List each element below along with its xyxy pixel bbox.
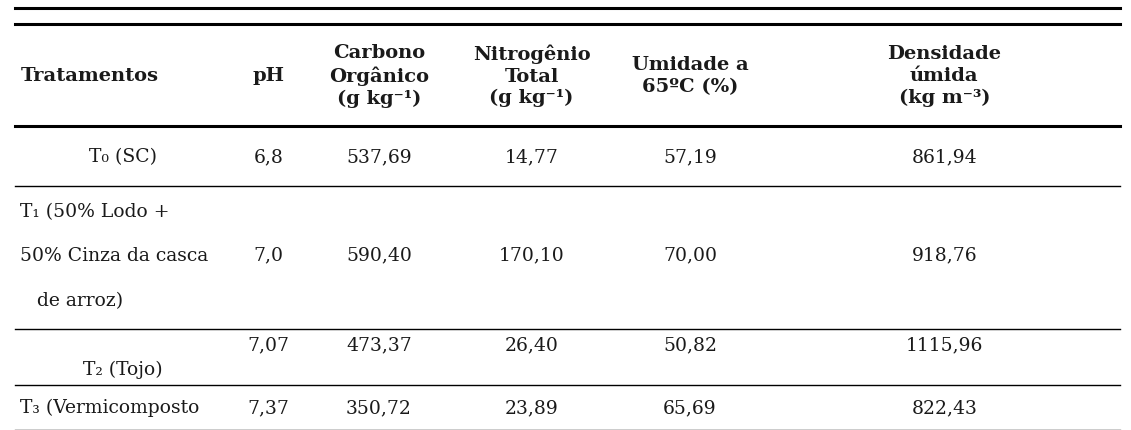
Text: 70,00: 70,00 bbox=[663, 246, 717, 264]
Text: Umidade a
65ºC (%): Umidade a 65ºC (%) bbox=[631, 56, 749, 95]
Text: T₃ (Vermicomposto: T₃ (Vermicomposto bbox=[20, 398, 200, 417]
Text: Tratamentos: Tratamentos bbox=[20, 67, 158, 85]
Text: 26,40: 26,40 bbox=[504, 336, 559, 353]
Text: 23,89: 23,89 bbox=[504, 399, 559, 416]
Text: pH: pH bbox=[252, 67, 285, 85]
Text: 7,37: 7,37 bbox=[248, 399, 290, 416]
Text: 918,76: 918,76 bbox=[912, 246, 977, 264]
Text: 350,72: 350,72 bbox=[346, 399, 412, 416]
Text: 537,69: 537,69 bbox=[346, 148, 412, 166]
Text: 1115,96: 1115,96 bbox=[906, 336, 983, 353]
Text: 7,0: 7,0 bbox=[253, 246, 284, 264]
Text: 50% Cinza da casca: 50% Cinza da casca bbox=[20, 246, 208, 264]
Text: Carbono
Orgânico
(g kg⁻¹): Carbono Orgânico (g kg⁻¹) bbox=[329, 44, 429, 108]
Text: 7,07: 7,07 bbox=[248, 336, 290, 353]
Text: 170,10: 170,10 bbox=[499, 246, 564, 264]
Text: 861,94: 861,94 bbox=[912, 148, 977, 166]
Text: 822,43: 822,43 bbox=[912, 399, 977, 416]
Text: 14,77: 14,77 bbox=[504, 148, 559, 166]
Text: 590,40: 590,40 bbox=[346, 246, 412, 264]
Text: T₀ (SC): T₀ (SC) bbox=[89, 148, 157, 166]
Text: Nitrogênio
Total
(g kg⁻¹): Nitrogênio Total (g kg⁻¹) bbox=[473, 45, 590, 107]
Text: 57,19: 57,19 bbox=[663, 148, 717, 166]
Text: T₁ (50% Lodo +: T₁ (50% Lodo + bbox=[20, 202, 170, 220]
Text: 473,37: 473,37 bbox=[346, 336, 412, 353]
Text: Densidade
úmida
(kg m⁻³): Densidade úmida (kg m⁻³) bbox=[888, 45, 1001, 107]
Text: de arroz): de arroz) bbox=[37, 292, 123, 310]
Text: 50,82: 50,82 bbox=[663, 336, 717, 353]
Text: 65,69: 65,69 bbox=[663, 399, 717, 416]
Text: T₂ (Tojo): T₂ (Tojo) bbox=[84, 360, 163, 378]
Text: 6,8: 6,8 bbox=[253, 148, 284, 166]
